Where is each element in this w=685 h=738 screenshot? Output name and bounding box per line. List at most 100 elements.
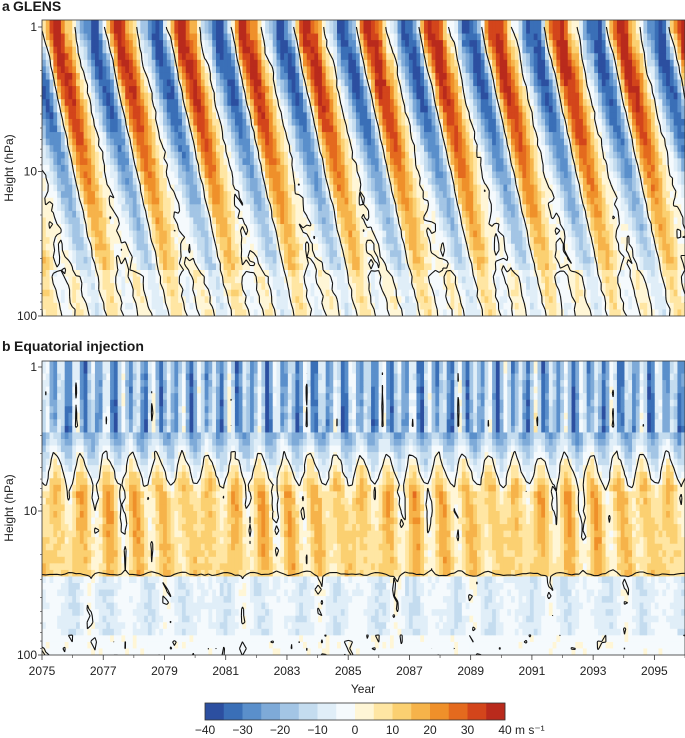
panel-a-cell	[677, 112, 682, 120]
panel-a-cell	[571, 132, 576, 140]
panel-a-cell	[68, 79, 73, 87]
panel-a-cell	[514, 86, 519, 94]
panel-a-cell	[492, 112, 497, 120]
panel-a-cell	[348, 184, 353, 192]
panel-a-cell	[647, 151, 652, 159]
panel-a-cell	[389, 191, 395, 199]
panel-a-cell	[499, 46, 504, 54]
panel-a-cell	[518, 138, 523, 146]
panel-a-cell	[337, 197, 342, 205]
panel-a-cell	[408, 92, 414, 100]
panel-a-cell	[329, 40, 334, 48]
panel-a-cell	[121, 125, 126, 133]
panel-a-cell	[503, 151, 508, 159]
panel-a-cell	[673, 204, 678, 212]
panel-a-cell	[669, 92, 675, 100]
panel-a-cell	[605, 72, 610, 80]
panel-a-cell	[658, 46, 663, 54]
panel-a-cell	[389, 79, 395, 87]
panel-a-cell	[371, 178, 376, 186]
panel-a-cell	[348, 59, 353, 67]
panel-a-cell	[386, 99, 391, 107]
panel-a-cell	[170, 184, 175, 192]
panel-a-cell	[219, 197, 224, 205]
panel-a-cell	[439, 33, 444, 41]
panel-a-cell	[91, 151, 96, 159]
panel-a-cell	[681, 40, 685, 48]
panel-a-cell	[268, 151, 274, 159]
panel-a-cell	[533, 204, 538, 212]
panel-a-cell	[147, 197, 153, 205]
panel-a-cell	[632, 86, 637, 94]
panel-a-cell	[314, 53, 319, 61]
panel-a-cell	[635, 204, 641, 212]
panel-a-cell	[272, 184, 277, 192]
panel-a-cell	[397, 158, 402, 166]
panel-a-cell	[507, 204, 512, 212]
panel-a-cell	[681, 99, 685, 107]
panel-a-cell	[632, 178, 637, 186]
panel-a-cell	[57, 105, 62, 113]
panel-a-cell	[178, 40, 183, 48]
panel-a-cell	[287, 105, 293, 113]
panel-a-cell	[280, 197, 285, 205]
panel-a-cell	[416, 112, 421, 120]
panel-a-cell	[386, 178, 391, 186]
panel-a-cell	[57, 171, 62, 179]
panel-a-cell	[484, 145, 489, 153]
panel-a-cell	[79, 86, 84, 94]
panel-a-cell	[121, 46, 126, 54]
panel-a-cell	[310, 33, 315, 41]
panel-a-cell	[197, 178, 202, 186]
panel-a-cell	[594, 40, 599, 48]
panel-a-cell	[537, 197, 542, 205]
panel-a-cell	[147, 184, 153, 192]
panel-a-cell	[431, 164, 436, 172]
panel-a-cell	[560, 145, 565, 153]
panel-a-cell	[552, 138, 557, 146]
panel-a-cell	[337, 125, 342, 133]
panel-a-cell	[382, 53, 387, 61]
panel-a-cell	[238, 171, 243, 179]
panel-a-cell	[223, 158, 228, 166]
panel-a-cell	[302, 112, 308, 120]
panel-a-cell	[643, 151, 648, 159]
panel-a-cell	[389, 164, 395, 172]
panel-a-cell	[208, 191, 213, 199]
panel-a-cell	[533, 46, 538, 54]
panel-a-cell	[579, 118, 584, 126]
panel-a-cell	[223, 138, 228, 146]
panel-a-cell	[128, 99, 134, 107]
panel-a-cell	[514, 164, 519, 172]
panel-a-cell	[140, 46, 145, 54]
panel-a-cell	[458, 191, 463, 199]
panel-a-cell	[673, 40, 678, 48]
panel-a-cell	[575, 197, 580, 205]
panel-a-cell	[79, 125, 84, 133]
panel-a-cell	[537, 204, 542, 212]
panel-a-cell	[57, 125, 62, 133]
panel-a-cell	[529, 184, 535, 192]
panel-a-cell	[514, 79, 519, 87]
panel-a-cell	[321, 66, 327, 74]
panel-a-cell	[537, 53, 542, 61]
panel-a-cell	[140, 53, 145, 61]
panel-a-cell	[246, 184, 251, 192]
panel-a-cell	[325, 138, 330, 146]
panel-a-cell	[374, 204, 380, 212]
panel-a-cell	[439, 46, 444, 54]
panel-a-cell	[302, 125, 308, 133]
panel-a-cell	[238, 138, 243, 146]
panel-a-cell	[450, 20, 455, 34]
panel-a-cell	[234, 138, 240, 146]
panel-a-cell	[57, 92, 62, 100]
panel-a-cell	[231, 46, 236, 54]
panel-a-cell	[378, 197, 383, 205]
panel-a-cell	[495, 210, 501, 218]
panel-a-cell	[363, 210, 368, 218]
panel-a-cell	[526, 72, 531, 80]
panel-a-cell	[337, 59, 342, 67]
panel-a-cell	[64, 178, 69, 186]
panel-a-cell	[94, 151, 100, 159]
panel-a-cell	[306, 132, 311, 140]
